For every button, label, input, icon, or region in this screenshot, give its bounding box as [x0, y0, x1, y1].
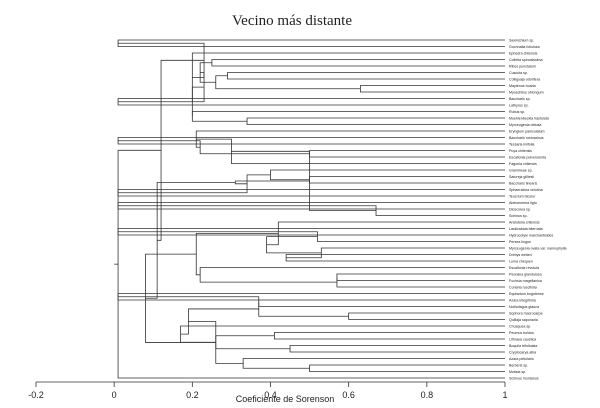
- leaf-label: Berberis sp.: [509, 363, 528, 367]
- leaf-label: Coriaria ruscifolia: [509, 285, 537, 289]
- leaf-label: Ribes punctatum: [509, 64, 536, 68]
- dendrogram-link: [145, 253, 216, 343]
- x-tick-label: 1: [502, 390, 507, 400]
- leaf-label: Satureja gilliesii: [509, 175, 534, 179]
- leaf-label: Hydrocotyle marchantioides: [509, 233, 554, 237]
- dendrogram-link: [309, 364, 505, 372]
- dendrogram-link: [258, 301, 349, 317]
- leaf-label: Luma chequen: [509, 259, 533, 263]
- dendrogram-link: [246, 117, 505, 125]
- dendrogram-link: [145, 181, 236, 299]
- dendrogram-link: [336, 273, 505, 281]
- dendrogram-link: [215, 335, 291, 350]
- dendrogram-link: [211, 59, 505, 67]
- leaf-label: Sphaeralcea velutina: [509, 188, 543, 192]
- leaf-label: Azara integrifolia: [509, 298, 536, 302]
- chart-title: Vecino más distante: [232, 13, 352, 29]
- leaf-label: Myrceugenia obtusa: [509, 123, 541, 127]
- leaf-label: Schinus sp.: [509, 214, 528, 218]
- x-tick-label: -0.2: [28, 390, 44, 400]
- dendrogram-link: [289, 345, 505, 353]
- leaf-label: Saxinichium sp.: [509, 38, 534, 42]
- leaf-label: Aristotelia chilensis: [509, 220, 540, 224]
- x-tick-label: 0: [112, 390, 117, 400]
- leaf-label: Drimys winteri: [509, 253, 532, 257]
- dendrogram-link: [274, 332, 505, 340]
- leaf-label: Ephedra chilensis: [509, 51, 538, 55]
- leaf-label: Azara petiolaris: [509, 357, 534, 361]
- dendrogram-link: [118, 296, 505, 307]
- leaf-label: Gochnatia foliolosa: [509, 45, 540, 49]
- leaf-label: Alstroemeria ligtu: [509, 201, 537, 205]
- leaf-label: Fuchsia magellanica: [509, 279, 542, 283]
- dendrogram-branches: [114, 39, 505, 379]
- dendrogram-link: [242, 358, 505, 369]
- dendrogram-link: [348, 312, 505, 320]
- dendrogram-link: [191, 52, 505, 102]
- leaf-label: Quillaja saponaria: [509, 318, 538, 322]
- leaf-label: Maytenus boaria: [509, 84, 536, 88]
- leaf-label: Sophora macrocarpa: [509, 311, 543, 315]
- leaf-label: Fagonia chilensis: [509, 162, 537, 166]
- leaf-label: Chusquea sp.: [509, 324, 531, 328]
- leaf-label: Lithraea caustica: [509, 337, 536, 341]
- dendrogram-link: [234, 180, 310, 185]
- leaf-labels: Saxinichium sp. Gochnatia foliolosa Ephedr…: [509, 38, 567, 380]
- leaf-label: Rubus sp.: [509, 110, 525, 114]
- x-tick-label: 0.6: [342, 390, 355, 400]
- leaf-label: Mutisia sp.: [509, 370, 526, 374]
- leaf-label: Boquila trifoliolata: [509, 344, 537, 348]
- leaf-label: Teucrium bicolor: [509, 194, 536, 198]
- leaf-label: Baccharis sp.: [509, 97, 531, 101]
- dendrogram-link: [118, 174, 271, 194]
- dendrogram-link: [180, 325, 505, 343]
- x-tick-label: 0.2: [186, 390, 199, 400]
- leaf-label: Colliguaja odorifera: [509, 77, 540, 81]
- leaf-label: Psoralea glandulosa: [509, 272, 542, 276]
- leaf-label: Myoschilos oblongum: [509, 90, 544, 94]
- leaf-label: Escallonia pulverulenta: [509, 155, 546, 159]
- leaf-label: Lardizabala biternata: [509, 227, 543, 231]
- dendrogram-link: [266, 221, 505, 246]
- leaf-label: Equisetum bogotense: [509, 292, 544, 296]
- x-tick-label: 0.8: [421, 390, 434, 400]
- x-axis: -0.2 0 0.2 0.4 0.6 0.8 1: [28, 381, 508, 400]
- leaf-label: Lathyrus sp.: [509, 103, 529, 107]
- x-axis-label: Coeficiente de Sorenson: [236, 394, 335, 404]
- dendrogram-link: [285, 254, 505, 262]
- dendrogram-link: [195, 232, 279, 276]
- x-tick-label: 0.4: [264, 390, 277, 400]
- dendrogram-link: [359, 85, 505, 93]
- leaf-label: Muehlenbeckia hastulata: [509, 116, 549, 120]
- dendrogram-link: [118, 140, 310, 155]
- dendrogram-link: [227, 72, 505, 80]
- leaf-label: Eryngium paniculatum: [509, 129, 545, 133]
- leaf-label: Colletia spinosissima: [509, 58, 543, 62]
- dendrogram-link: [157, 59, 205, 241]
- leaf-label: Gramineae sp.: [509, 168, 533, 172]
- leaf-label: Myrceugenia ovata var. nannophylla: [509, 246, 567, 250]
- leaf-label: Peumus boldus: [509, 331, 534, 335]
- leaf-label: Escallonia revoluta: [509, 266, 539, 270]
- dendrogram-link: [309, 150, 505, 158]
- leaf-label: Puya chilensis: [509, 149, 532, 153]
- dendrogram-link: [199, 267, 505, 283]
- dendrogram-link: [336, 277, 505, 288]
- dendrogram-link: [270, 169, 505, 181]
- leaf-label: Cuscuta sp.: [509, 71, 528, 75]
- leaf-label: Tessaria linifolia: [509, 142, 534, 146]
- leaf-label: Cryptocarya alba: [509, 350, 536, 354]
- dendrogram-link: [191, 111, 505, 122]
- leaf-label: Nothofagus glauca: [509, 305, 539, 309]
- leaf-label: Baccharis rosmarinus: [509, 136, 544, 140]
- leaf-label: Schinus montanus: [509, 376, 539, 380]
- leaf-label: Persea lingue: [509, 240, 531, 244]
- dendrogram-link: [117, 149, 505, 379]
- leaf-label: Baccharis linearis: [509, 181, 537, 185]
- dendrogram-link: [215, 75, 361, 90]
- leaf-label: Dioscorea sp.: [509, 207, 531, 211]
- dendrogram-link: [195, 130, 505, 148]
- dendrogram-link: [309, 176, 505, 184]
